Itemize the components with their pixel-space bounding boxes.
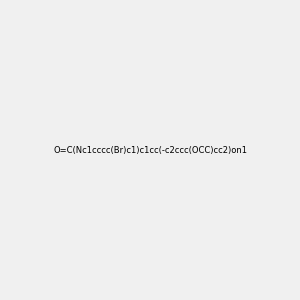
Text: O=C(Nc1cccc(Br)c1)c1cc(-c2ccc(OCC)cc2)on1: O=C(Nc1cccc(Br)c1)c1cc(-c2ccc(OCC)cc2)on… [53, 146, 247, 154]
